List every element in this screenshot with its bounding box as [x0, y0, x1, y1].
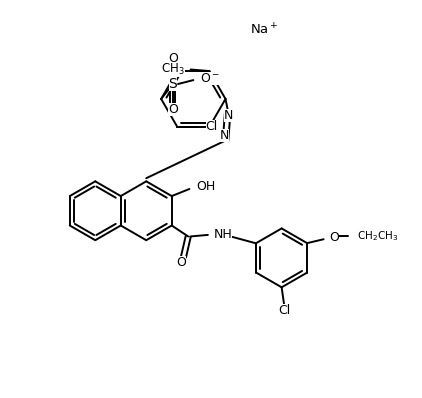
- Text: OH: OH: [196, 180, 215, 193]
- Text: CH$_2$CH$_3$: CH$_2$CH$_3$: [357, 229, 399, 243]
- Text: O: O: [329, 231, 339, 244]
- Text: S: S: [168, 77, 177, 91]
- Text: O: O: [168, 52, 178, 64]
- Text: Cl: Cl: [206, 120, 218, 133]
- Text: NH: NH: [214, 228, 232, 241]
- Text: O$^-$: O$^-$: [200, 72, 220, 86]
- Text: O: O: [168, 103, 178, 116]
- Text: Cl: Cl: [278, 304, 290, 316]
- Text: O: O: [176, 256, 186, 269]
- Text: N: N: [220, 129, 230, 142]
- Text: CH$_3$: CH$_3$: [161, 62, 185, 77]
- Text: Na$^+$: Na$^+$: [250, 23, 279, 38]
- Text: N: N: [224, 109, 233, 122]
